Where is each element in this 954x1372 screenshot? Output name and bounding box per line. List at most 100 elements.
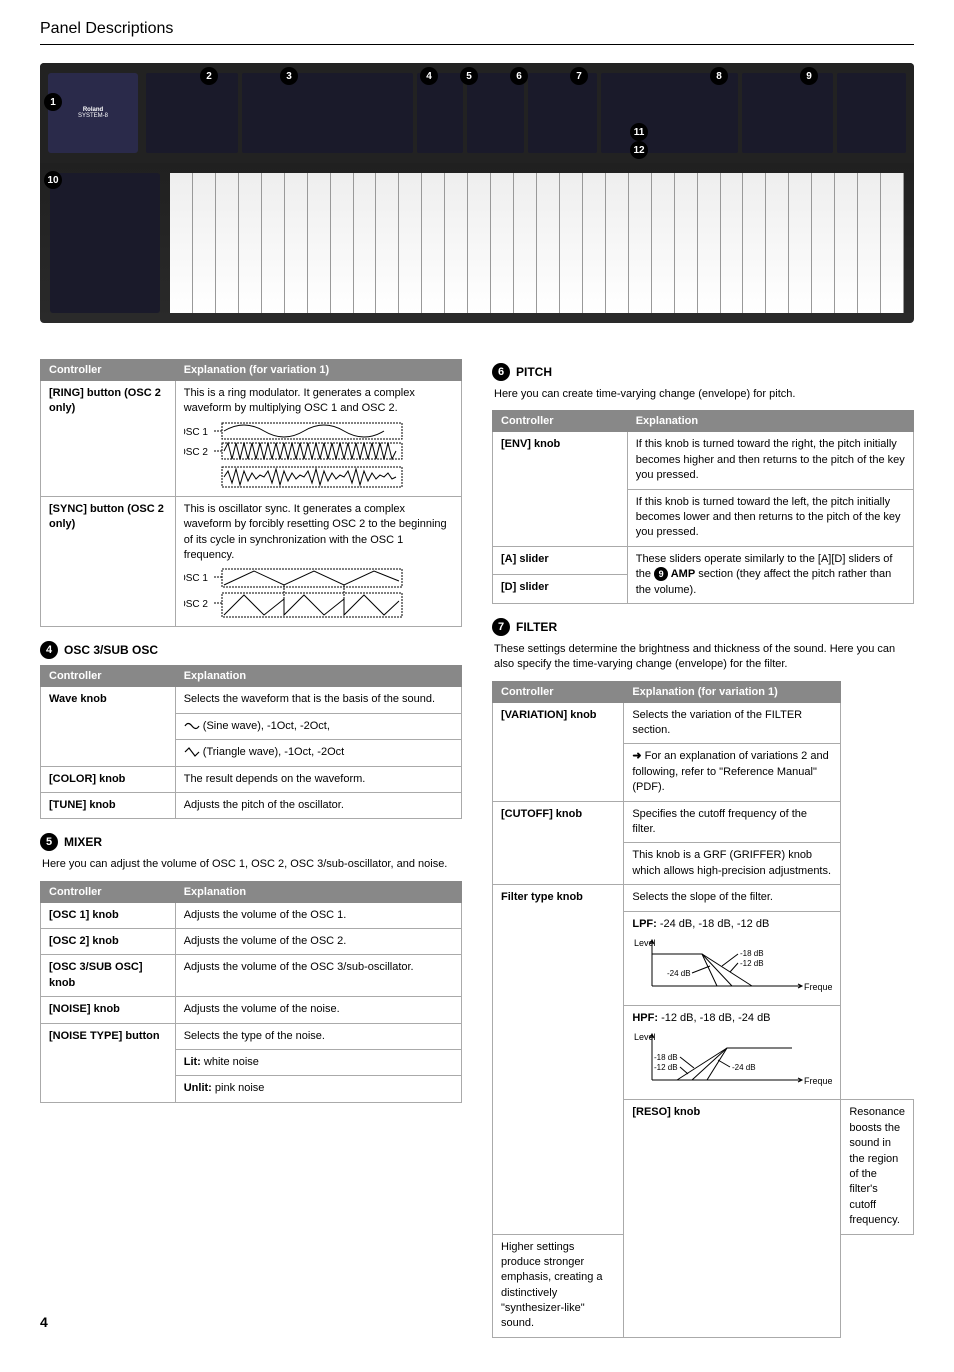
svg-text:-24 dB: -24 dB [667, 969, 691, 978]
svg-text:-12 dB: -12 dB [654, 1063, 678, 1072]
left-column: Controller Explanation (for variation 1)… [40, 359, 462, 1352]
mixer-head: 5 MIXER [40, 833, 462, 851]
badge-12: 12 [630, 141, 648, 159]
cutoff-label: [CUTOFF] knob [493, 801, 624, 885]
cutoff-text1: Specifies the cutoff frequency of the fi… [624, 801, 841, 843]
badge-7: 7 [570, 67, 588, 85]
variation-label: [VARIATION] knob [493, 702, 624, 801]
mixer-osc3-text: Adjusts the volume of the OSC 3/sub-osci… [175, 955, 461, 997]
badge-8: 8 [710, 67, 728, 85]
filtertype-lpf-cell: LPF: -24 dB, -18 dB, -12 dB Level Freque… [624, 911, 841, 1005]
mixer-osc2-label: [OSC 2] knob [41, 929, 176, 955]
d-slider-label: [D] slider [493, 575, 628, 604]
badge-10: 10 [44, 171, 62, 189]
env-text2: If this knob is turned toward the left, … [627, 489, 913, 546]
svg-text:OSC 1: OSC 1 [184, 573, 208, 584]
th-controller: Controller [493, 411, 628, 432]
th-explanation: Explanation (for variation 1) [175, 360, 461, 381]
filter-head: 7 FILTER [492, 618, 914, 636]
wave-tri: (Triangle wave), -1Oct, -2Oct [175, 740, 461, 766]
hpf-vals: -12 dB, -18 dB, -24 dB [658, 1012, 771, 1024]
model-text: SYSTEM-8 [78, 113, 108, 119]
sine-text: (Sine wave), -1Oct, -2Oct, [200, 720, 330, 732]
variation-ref: For an explanation of variations 2 and f… [632, 750, 828, 793]
pitch-desc: Here you can create time-varying change … [492, 387, 914, 402]
mixer-noisetype-text1: Selects the type of the noise. [175, 1023, 461, 1049]
sync-label: [SYNC] button (OSC 2 only) [41, 496, 176, 627]
page-number: 4 [40, 1314, 48, 1330]
th-explanation: Explanation [175, 666, 461, 687]
mixer-noisetype-unlit: Unlit: pink noise [175, 1076, 461, 1102]
variation-text2: For an explanation of variations 2 and f… [624, 744, 841, 801]
th-controller: Controller [41, 666, 176, 687]
sine-icon [184, 721, 200, 731]
th-controller: Controller [493, 681, 624, 702]
wave-sine: (Sine wave), -1Oct, -2Oct, [175, 713, 461, 739]
tune-label: [TUNE] knob [41, 792, 176, 818]
th-explanation: Explanation [627, 411, 913, 432]
th-explanation: Explanation (for variation 1) [624, 681, 841, 702]
lit-label: Lit: [184, 1056, 201, 1068]
osc3-title: OSC 3/SUB OSC [64, 643, 158, 657]
reso-text2: Higher settings produce stronger emphasi… [493, 1234, 624, 1337]
svg-text:-12 dB: -12 dB [740, 959, 764, 968]
badge-2: 2 [200, 67, 218, 85]
hpf-label: HPF: [632, 1012, 658, 1024]
svg-text:-24 dB: -24 dB [732, 1063, 756, 1072]
ring-text: This is a ring modulator. It generates a… [184, 387, 415, 414]
mixer-noise-text: Adjusts the volume of the noise. [175, 997, 461, 1023]
hpf-graph: Level Frequency -18 dB -12 dB -24 d [632, 1030, 832, 1090]
synth-panel-image: 1 Roland SYSTEM-8 2 3 4 5 6 7 8 9 11 12 … [40, 63, 914, 323]
cutoff-text2: This knob is a GRF (GRIFFER) knob which … [624, 843, 841, 885]
pitch-badge: 6 [492, 363, 510, 381]
badge-3: 3 [280, 67, 298, 85]
triangle-icon [184, 747, 200, 757]
filter-desc: These settings determine the brightness … [492, 642, 914, 673]
th-explanation: Explanation [175, 881, 461, 902]
mixer-noisetype-lit: Lit: white noise [175, 1050, 461, 1076]
env-text1: If this knob is turned toward the right,… [627, 432, 913, 489]
right-column: 6 PITCH Here you can create time-varying… [492, 359, 914, 1352]
ring-waveform-diagram: OSC 1 OSC 2 [184, 421, 414, 491]
sync-text: This is oscillator sync. It generates a … [184, 503, 447, 561]
wave-label: Wave knob [41, 687, 176, 766]
page-title: Panel Descriptions [40, 20, 914, 45]
badge-5: 5 [460, 67, 478, 85]
pitch-head: 6 PITCH [492, 363, 914, 381]
color-text: The result depends on the waveform. [175, 766, 461, 792]
variation-text1: Selects the variation of the FILTER sect… [624, 702, 841, 744]
lpf-graph: Level Frequency -24 dB -18 dB -12 dB [632, 936, 832, 996]
tri-text: (Triangle wave), -1Oct, -2Oct [200, 746, 344, 758]
ad-t2: AMP [668, 568, 695, 580]
badge-4: 4 [420, 67, 438, 85]
svg-text:-18 dB: -18 dB [654, 1053, 678, 1062]
reso-text1: Resonance boosts the sound in the region… [841, 1100, 914, 1234]
mixer-desc: Here you can adjust the volume of OSC 1,… [40, 857, 462, 872]
piano-keyboard [170, 173, 904, 313]
svg-text:OSC 2: OSC 2 [184, 447, 208, 458]
filtertype-label: Filter type knob [493, 885, 624, 1234]
color-label: [COLOR] knob [41, 766, 176, 792]
inline-badge-9: 9 [654, 567, 668, 581]
filtertype-hpf-cell: HPF: -12 dB, -18 dB, -24 dB Level Freque… [624, 1005, 841, 1099]
mixer-table: Controller Explanation [OSC 1] knob Adju… [40, 881, 462, 1103]
filtertype-text1: Selects the slope of the filter. [624, 885, 841, 911]
mixer-title: MIXER [64, 835, 102, 849]
filter-badge: 7 [492, 618, 510, 636]
th-controller: Controller [41, 360, 176, 381]
wave-text: Selects the waveform that is the basis o… [175, 687, 461, 713]
ring-sync-table: Controller Explanation (for variation 1)… [40, 359, 462, 627]
ring-label: [RING] button (OSC 2 only) [41, 381, 176, 497]
svg-text:OSC 2: OSC 2 [184, 599, 208, 610]
ring-cell: This is a ring modulator. It generates a… [175, 381, 461, 497]
osc3-badge: 4 [40, 641, 58, 659]
badge-6: 6 [510, 67, 528, 85]
mixer-osc1-text: Adjusts the volume of the OSC 1. [175, 902, 461, 928]
ad-text: These sliders operate similarly to the [… [627, 546, 913, 603]
reso-label: [RESO] knob [624, 1100, 841, 1337]
mixer-badge: 5 [40, 833, 58, 851]
pitch-table: Controller Explanation [ENV] knob If thi… [492, 410, 914, 604]
svg-text:Frequency: Frequency [804, 1076, 832, 1086]
badge-11: 11 [630, 123, 648, 141]
lpf-vals: -24 dB, -18 dB, -12 dB [657, 918, 770, 930]
